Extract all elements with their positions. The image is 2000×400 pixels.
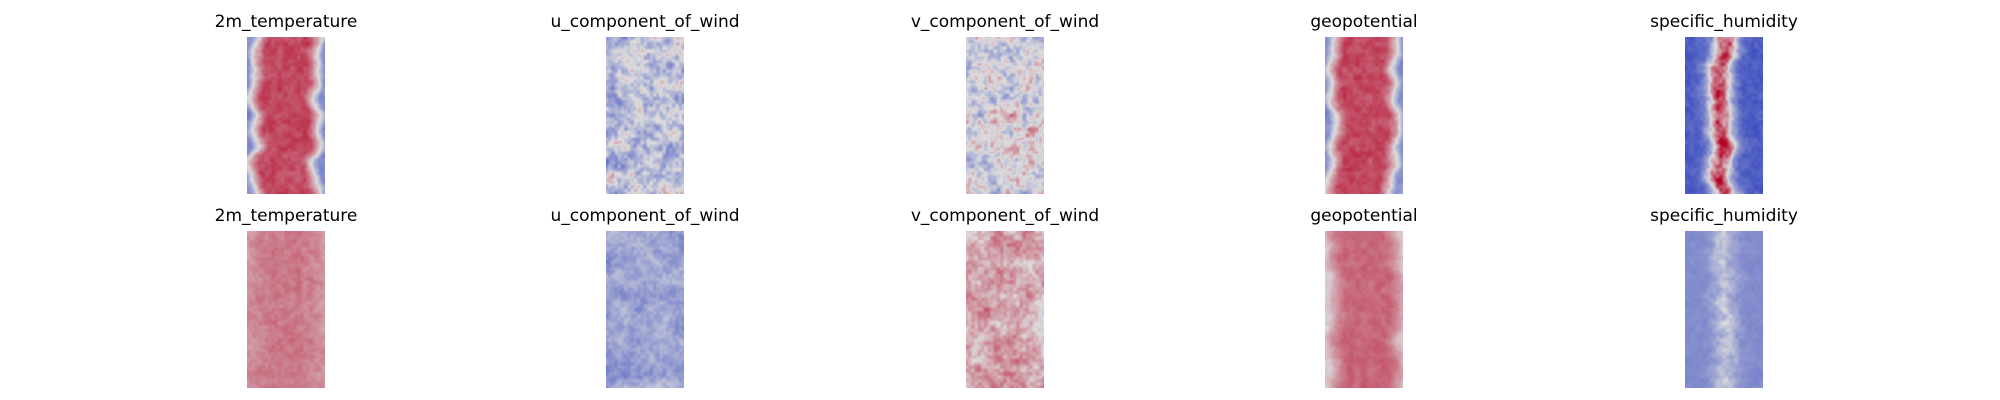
heatmap-v-component-of-wind-row2 [966, 231, 1044, 388]
heatmap-v-component-of-wind-row1 [966, 37, 1044, 194]
panel-title-geopotential-row2: geopotential [1310, 206, 1418, 226]
panel-title-2m-temperature-row2: 2m_temperature [214, 206, 358, 226]
panel-title-specific-humidity-row1: specific_humidity [1650, 12, 1798, 32]
heatmap-specific-humidity-row2 [1685, 231, 1763, 388]
panel-title-u-component-of-wind-row2: u_component_of_wind [550, 206, 740, 226]
heatmap-u-component-of-wind-row1 [606, 37, 684, 194]
panel-title-v-component-of-wind-row1: v_component_of_wind [910, 12, 1100, 32]
heatmap-2m-temperature-row1 [247, 37, 325, 194]
panel-title-v-component-of-wind-row2: v_component_of_wind [910, 206, 1100, 226]
panel-title-2m-temperature-row1: 2m_temperature [214, 12, 358, 32]
panel-title-specific-humidity-row2: specific_humidity [1650, 206, 1798, 226]
panel-title-geopotential-row1: geopotential [1310, 12, 1418, 32]
heatmap-specific-humidity-row1 [1685, 37, 1763, 194]
heatmap-u-component-of-wind-row2 [606, 231, 684, 388]
heatmap-geopotential-row1 [1325, 37, 1403, 194]
heatmap-2m-temperature-row2 [247, 231, 325, 388]
panel-title-u-component-of-wind-row1: u_component_of_wind [550, 12, 740, 32]
heatmap-geopotential-row2 [1325, 231, 1403, 388]
